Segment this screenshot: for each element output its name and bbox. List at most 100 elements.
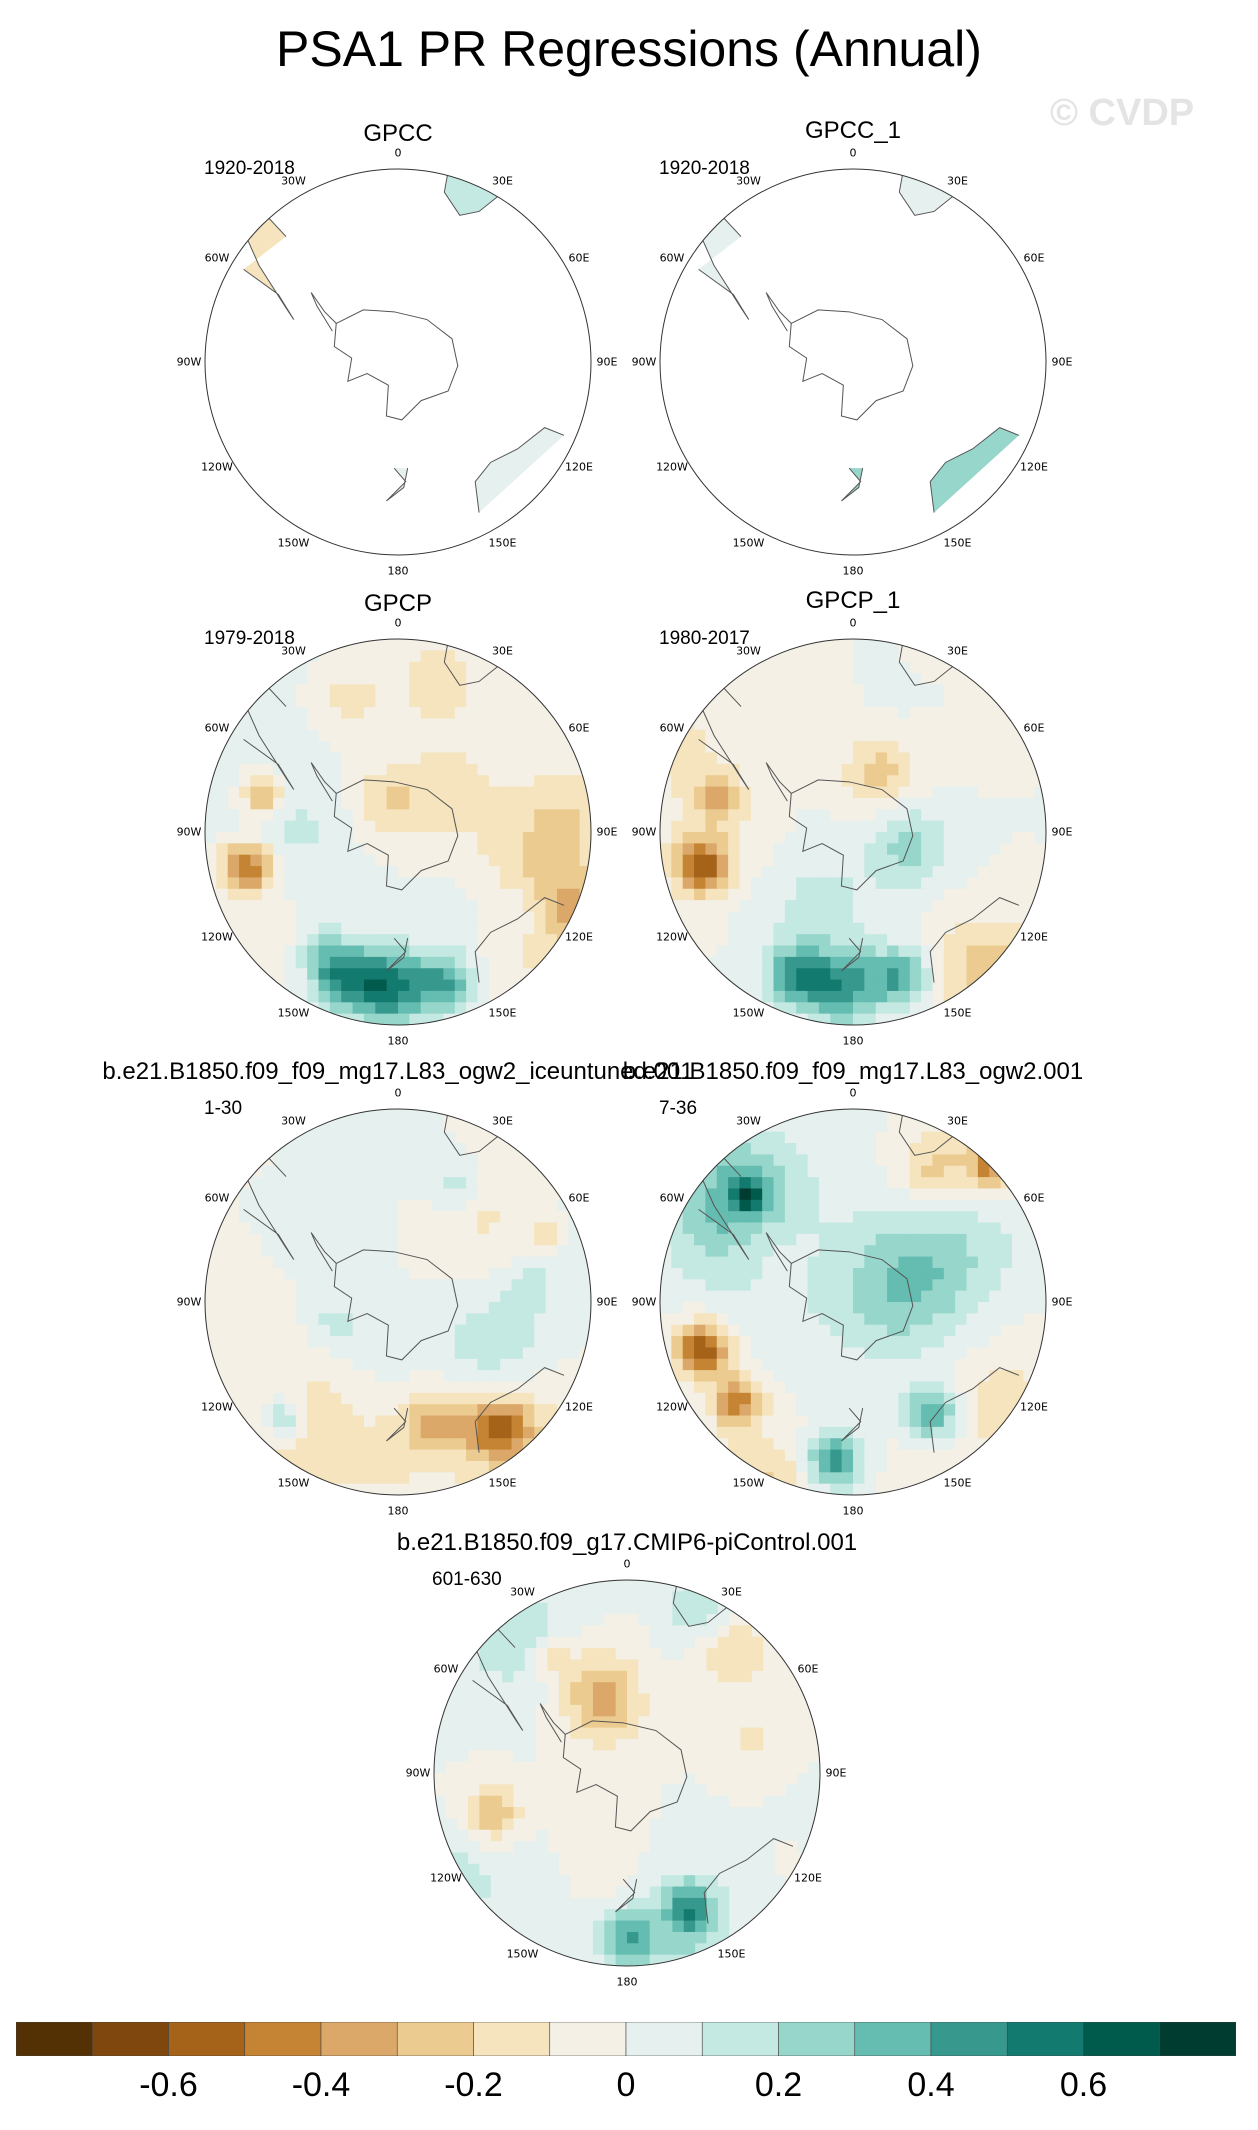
- longitude-label: 0: [394, 146, 402, 160]
- longitude-label: 120W: [430, 1871, 462, 1884]
- coastline: [474, 897, 565, 983]
- coastline: [898, 1110, 954, 1156]
- regression-field: [660, 639, 1046, 1025]
- panel-year-range: 7-36: [659, 1098, 698, 1119]
- coastline: [929, 427, 1020, 513]
- map-border: [204, 1108, 592, 1496]
- colorbar: [16, 2022, 1236, 2056]
- longitude-label: 60W: [204, 721, 230, 734]
- longitude-label: 30W: [281, 644, 306, 658]
- cvdp-watermark: © CVDP: [1050, 92, 1195, 134]
- longitude-label: 30E: [947, 174, 968, 188]
- coastline: [841, 467, 864, 502]
- longitude-label: 60W: [204, 251, 230, 264]
- colorbar-swatch: [320, 2022, 398, 2056]
- longitude-label: 30W: [281, 1114, 306, 1128]
- longitude-label: 90E: [596, 825, 618, 839]
- longitude-label: 180: [616, 1975, 638, 1989]
- colorbar-swatch: [91, 2022, 169, 2056]
- coastline: [841, 1407, 864, 1442]
- longitude-label: 120E: [565, 1400, 593, 1413]
- coastline: [474, 1367, 565, 1453]
- longitude-label: 180: [387, 1034, 409, 1048]
- coastline: [788, 309, 914, 421]
- longitude-label: 120W: [656, 460, 688, 473]
- longitude-label: 90E: [1051, 825, 1073, 839]
- colorbar-swatch: [930, 2022, 1008, 2056]
- longitude-label: 120E: [565, 460, 593, 473]
- coastline: [765, 1232, 792, 1272]
- regression-field: [205, 169, 591, 555]
- panel-year-range: 601-630: [432, 1569, 502, 1590]
- coastline: [841, 937, 864, 972]
- longitude-label: 120E: [1020, 1400, 1048, 1413]
- longitude-label: 120W: [201, 1400, 233, 1413]
- coastline: [929, 897, 1020, 983]
- coastline: [788, 779, 914, 891]
- longitude-label: 60W: [433, 1662, 459, 1675]
- colorbar-swatch: [1083, 2022, 1161, 2056]
- coastline: [898, 640, 954, 686]
- longitude-label: 30E: [721, 1585, 742, 1599]
- colorbar-swatch: [778, 2022, 856, 2056]
- polar-map: [204, 638, 592, 1026]
- longitude-label: 120W: [201, 460, 233, 473]
- longitude-label: 0: [849, 616, 857, 630]
- colorbar-tick-label: 0.6: [1059, 2066, 1108, 2104]
- longitude-label: 90W: [176, 1295, 202, 1309]
- longitude-label: 90E: [596, 355, 618, 369]
- longitude-label: 90W: [631, 825, 657, 839]
- longitude-label: 180: [842, 1504, 864, 1518]
- longitude-label: 0: [394, 1086, 402, 1100]
- longitude-label: 60E: [1023, 721, 1045, 734]
- coastline: [310, 1232, 337, 1272]
- colorbar-tick-label: 0: [616, 2066, 636, 2104]
- longitude-label: 90E: [1051, 355, 1073, 369]
- longitude-label: 60E: [797, 1662, 819, 1675]
- colorbar-swatch: [549, 2022, 627, 2056]
- coastline: [672, 1581, 728, 1627]
- longitude-label: 30E: [492, 1114, 513, 1128]
- coastline: [333, 779, 459, 891]
- longitude-label: 150W: [277, 1476, 310, 1490]
- panel-title: GPCP_1: [805, 587, 901, 614]
- longitude-label: 150W: [506, 1947, 539, 1961]
- longitude-label: 0: [623, 1557, 631, 1571]
- longitude-label: 150E: [943, 1476, 972, 1490]
- longitude-label: 30W: [736, 174, 761, 188]
- panel-year-range: 1920-2018: [204, 158, 295, 179]
- coastline: [539, 1703, 566, 1743]
- colorbar-swatch: [244, 2022, 322, 2056]
- longitude-label: 30W: [736, 644, 761, 658]
- longitude-label: 120W: [201, 930, 233, 943]
- longitude-label: 30W: [510, 1585, 535, 1599]
- longitude-label: 180: [842, 564, 864, 578]
- longitude-label: 0: [394, 616, 402, 630]
- colorbar-tick-label: -0.2: [444, 2066, 503, 2104]
- longitude-label: 120W: [656, 930, 688, 943]
- panel-year-range: 1980-2017: [659, 628, 750, 649]
- polar-map: [659, 1108, 1047, 1496]
- longitude-label: 30E: [947, 644, 968, 658]
- longitude-label: 0: [849, 146, 857, 160]
- map-border: [659, 168, 1047, 556]
- longitude-label: 60E: [1023, 1191, 1045, 1204]
- coastline: [333, 1249, 459, 1361]
- longitude-label: 30W: [736, 1114, 761, 1128]
- longitude-label: 60E: [568, 251, 590, 264]
- longitude-label: 180: [842, 1034, 864, 1048]
- longitude-label: 150W: [277, 536, 310, 550]
- longitude-label: 150E: [488, 1476, 517, 1490]
- regression-field: [205, 1109, 591, 1495]
- colorbar-swatch: [473, 2022, 551, 2056]
- longitude-label: 180: [387, 1504, 409, 1518]
- longitude-label: 120E: [1020, 460, 1048, 473]
- longitude-label: 90E: [1051, 1295, 1073, 1309]
- coastline: [562, 1720, 688, 1832]
- coastline: [898, 170, 954, 216]
- longitude-label: 60W: [659, 1191, 685, 1204]
- longitude-label: 0: [849, 1086, 857, 1100]
- regression-field: [205, 639, 591, 1025]
- panel-title: GPCC: [363, 120, 433, 147]
- longitude-label: 150W: [732, 1476, 765, 1490]
